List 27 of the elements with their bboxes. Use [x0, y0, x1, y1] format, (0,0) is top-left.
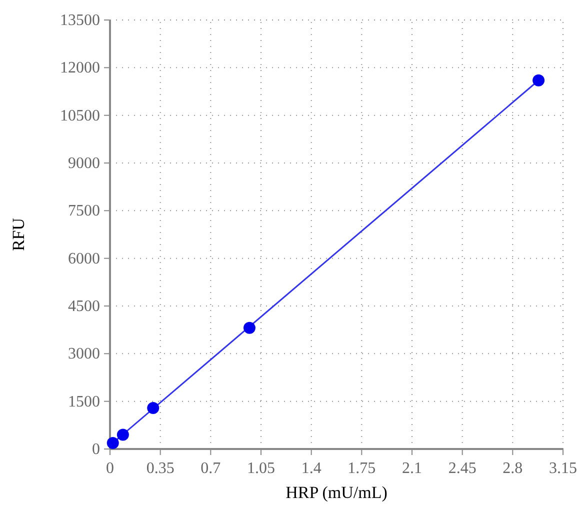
- y-tick-label: 13500: [60, 12, 100, 29]
- y-tick-label: 10500: [60, 107, 100, 124]
- x-tick-label: 2.45: [448, 460, 476, 477]
- x-tick-label: 2.1: [402, 460, 422, 477]
- y-tick-label: 6000: [68, 250, 100, 268]
- y-tick-label: 9000: [68, 155, 100, 172]
- y-tick-label: 4500: [68, 298, 100, 315]
- x-tick-label: 3.15: [549, 460, 577, 477]
- point: [243, 322, 256, 334]
- y-tick-label: 3000: [68, 346, 100, 363]
- x-tick-label: 0: [106, 460, 114, 477]
- point: [106, 436, 119, 449]
- x-tick-label: 1.75: [348, 460, 376, 477]
- x-tick-label: 0.35: [146, 460, 174, 477]
- y-tick-label: 0: [92, 441, 100, 458]
- x-tick-label: 2.8: [502, 460, 523, 477]
- x-axis-title: HRP (mU/mL): [286, 483, 388, 502]
- y-tick-label: 12000: [60, 60, 100, 77]
- point: [116, 428, 129, 441]
- y-tick-label: 7500: [68, 202, 100, 220]
- y-tick-label: 1500: [68, 393, 100, 410]
- x-tick-label: 1.4: [301, 460, 322, 477]
- point: [532, 74, 545, 86]
- y-axis-title: RFU: [9, 218, 28, 252]
- x-tick-label: 0.7: [200, 460, 221, 477]
- x-tick-label: 1.05: [247, 460, 275, 477]
- point: [147, 402, 160, 414]
